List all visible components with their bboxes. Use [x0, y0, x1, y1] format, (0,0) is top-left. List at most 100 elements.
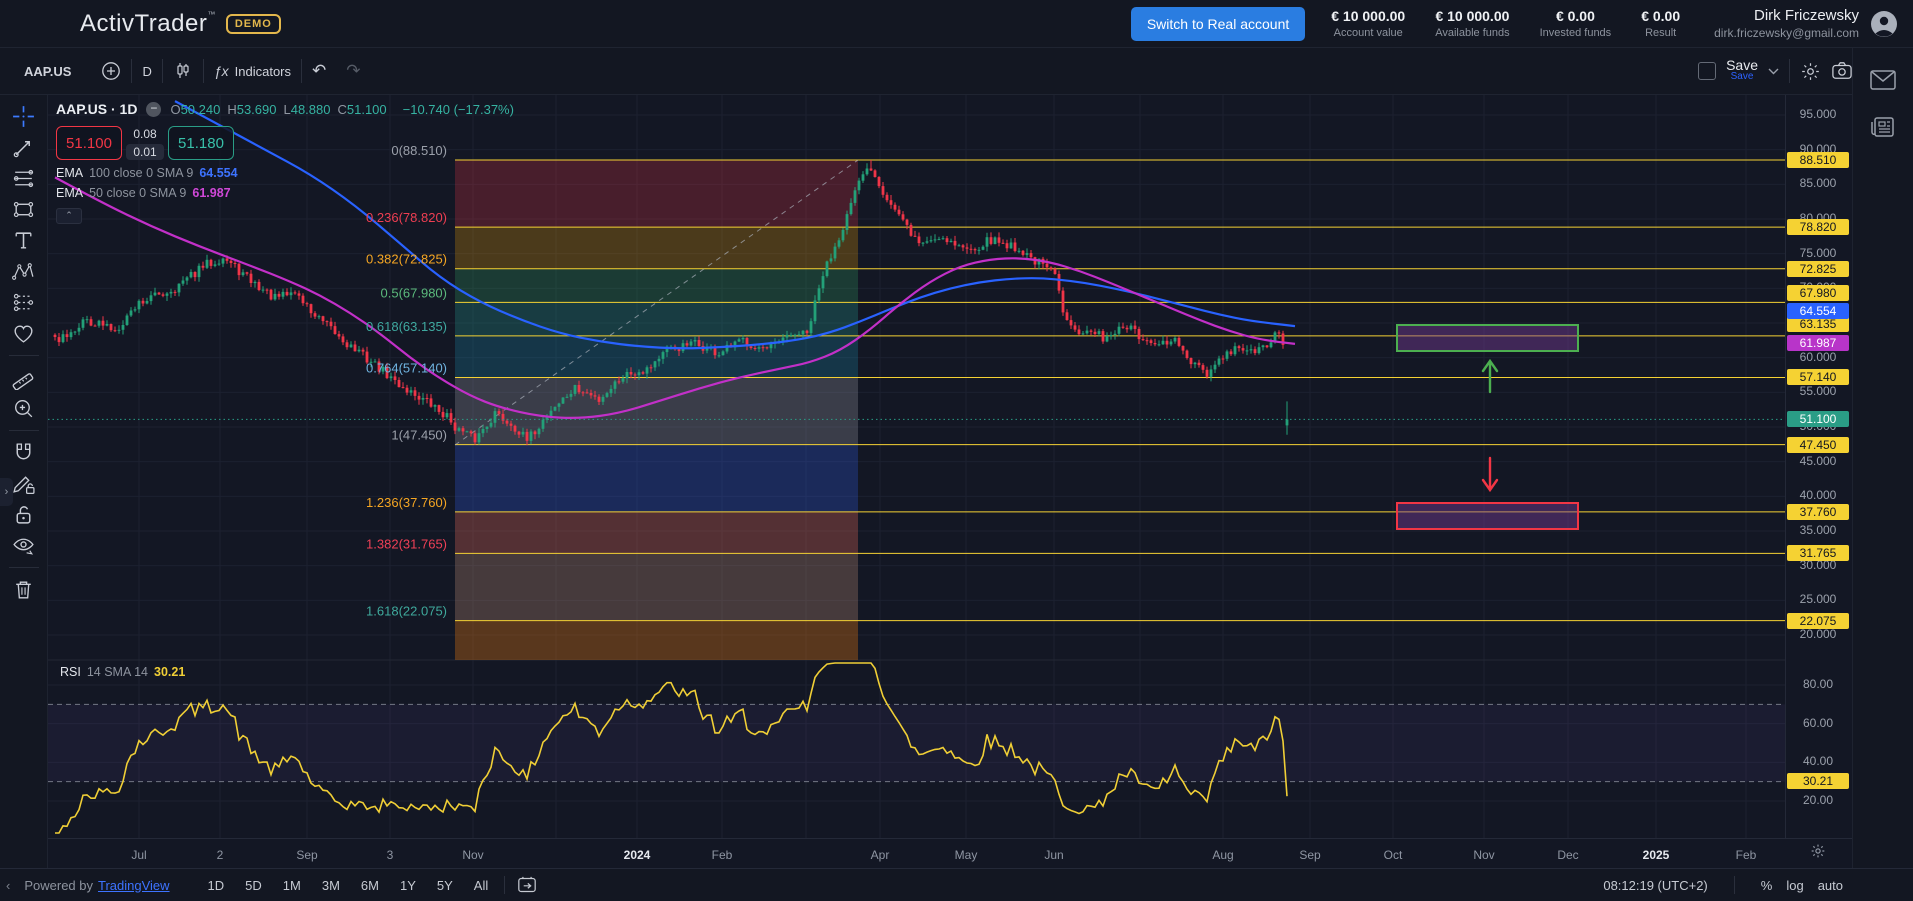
- time-axis-label: Dec: [1557, 848, 1579, 862]
- stat-label: Result: [1645, 27, 1677, 39]
- tool-crosshair[interactable]: [4, 101, 44, 132]
- tool-zoom-in[interactable]: [4, 393, 44, 424]
- tool-emoji[interactable]: [4, 318, 44, 349]
- tool-hide-drawings[interactable]: [4, 530, 44, 561]
- fib-level-label: 0.618(63.135): [366, 319, 447, 334]
- switch-to-real-button[interactable]: Switch to Real account: [1130, 6, 1306, 41]
- layout-checkbox[interactable]: [1698, 62, 1717, 80]
- undo-button[interactable]: ↶: [312, 61, 327, 80]
- trend-line-icon: [13, 141, 30, 158]
- tool-shapes[interactable]: [4, 194, 44, 225]
- tradingview-link[interactable]: TradingView: [98, 877, 170, 893]
- indicator-row[interactable]: EMA 50 close 0 SMA 9 61.987: [56, 186, 514, 200]
- range-button-5y[interactable]: 5Y: [436, 877, 453, 893]
- news-button[interactable]: [1871, 116, 1895, 138]
- tool-text[interactable]: [4, 225, 44, 256]
- fib-level-label: 0.236(78.820): [366, 210, 447, 225]
- bottom-collapse-button[interactable]: ‹: [6, 877, 11, 893]
- account-stat: € 10 000.00 Available funds: [1435, 8, 1509, 39]
- time-axis-label: Jun: [1044, 848, 1064, 862]
- tool-lock-all[interactable]: [4, 499, 44, 530]
- screenshot-button[interactable]: [1831, 61, 1853, 81]
- auto-scale-button[interactable]: auto: [1817, 877, 1843, 893]
- change-value: −10.740 (−17.37%): [402, 101, 514, 117]
- axis-settings-button[interactable]: [1810, 843, 1826, 859]
- fib-level-label: 1(47.450): [391, 428, 447, 443]
- log-scale-button[interactable]: log: [1786, 877, 1804, 893]
- toolbar-divider: [202, 59, 204, 83]
- ohlc-values: O50.240 H53.690 L48.880 C51.100: [170, 102, 393, 117]
- tool-forecast[interactable]: [4, 287, 44, 318]
- legend-collapse-button[interactable]: ⌃: [56, 208, 82, 224]
- indicators-button[interactable]: ƒx Indicators: [213, 63, 292, 79]
- tool-fib-retracement[interactable]: [4, 163, 44, 194]
- trash-icon: [16, 581, 31, 599]
- timeframe-selector[interactable]: D: [142, 63, 152, 79]
- save-layout-button[interactable]: Save Save: [1726, 57, 1758, 82]
- range-button-6m[interactable]: 6M: [360, 877, 379, 893]
- indicator-name: EMA: [56, 166, 84, 180]
- fib-price-badge: 72.825: [1787, 260, 1849, 277]
- sell-button[interactable]: 51.100: [56, 126, 122, 160]
- unlock-icon: [16, 506, 31, 524]
- rsi-legend: RSI 14 SMA 14 30.21: [60, 665, 185, 679]
- tool-drawing-mode[interactable]: [4, 468, 44, 499]
- time-axis-label: Apr: [870, 848, 890, 862]
- sidebar-separator: [8, 567, 39, 568]
- price-tick-label: 95.000: [1799, 107, 1837, 121]
- chart-settings-button[interactable]: [1800, 61, 1821, 82]
- redo-button[interactable]: ↷: [346, 61, 361, 80]
- pip-value: 0.01: [126, 143, 164, 160]
- tool-trend-line[interactable]: [4, 132, 44, 163]
- chart-canvas[interactable]: 0(88.510) 0.236(78.820) 0.382(72.825) 0.5(6…: [48, 95, 1785, 838]
- range-button-3m[interactable]: 3M: [321, 877, 340, 893]
- time-axis-label: 2024: [623, 848, 651, 862]
- range-button-all[interactable]: All: [473, 877, 489, 893]
- buy-button[interactable]: 51.180: [168, 126, 234, 160]
- grid-layer: [48, 95, 1785, 838]
- messages-button[interactable]: [1870, 70, 1896, 90]
- fib-retracement-layer: [454, 159, 1785, 660]
- tool-remove-drawings[interactable]: [4, 574, 44, 605]
- time-axis[interactable]: Jul 2 Sep 3 Nov 2024 Feb Apr May Jun Aug Sep Oct Nov D…: [48, 838, 1852, 868]
- go-to-date-button[interactable]: [517, 876, 537, 894]
- spread-value: 0.08: [133, 126, 157, 141]
- price-tick-label: 30.000: [1799, 557, 1837, 572]
- user-block[interactable]: Dirk Friczewsky dirk.friczewsky@gmail.co…: [1714, 7, 1859, 40]
- chart-style-selector[interactable]: [163, 61, 203, 81]
- price-axis[interactable]: 95.00090.00085.00080.00075.00070.00065.0…: [1785, 95, 1852, 838]
- range-button-5d[interactable]: 5D: [245, 877, 262, 893]
- sidebar-separator: [8, 430, 39, 431]
- indicator-params: 50 close 0 SMA 9: [89, 186, 187, 200]
- percent-scale-button[interactable]: %: [1760, 877, 1773, 893]
- tool-magnet[interactable]: [4, 437, 44, 468]
- legend-symbol-title[interactable]: AAP.US · 1D: [56, 101, 138, 117]
- fib-level-label: 0.764(57.140): [366, 360, 447, 375]
- stat-label: Account value: [1333, 27, 1403, 39]
- sidebar-expand-handle[interactable]: ›: [0, 478, 13, 506]
- account-stat: € 0.00 Result: [1641, 8, 1680, 39]
- add-symbol-button[interactable]: [91, 61, 131, 81]
- fib-price-badge: 47.450: [1787, 436, 1849, 453]
- stat-value: € 10 000.00: [1435, 8, 1510, 24]
- eye-hide-icon: [13, 538, 34, 555]
- tool-measure[interactable]: [4, 362, 44, 393]
- chevron-down-icon[interactable]: [1768, 68, 1779, 75]
- range-button-1d[interactable]: 1D: [207, 877, 225, 893]
- mail-icon: [1870, 70, 1896, 90]
- hide-series-icon[interactable]: −: [146, 101, 162, 117]
- time-axis-label: Oct: [1383, 848, 1403, 862]
- account-stats: € 10 000.00 Account value € 10 000.00 Avail…: [1331, 8, 1680, 39]
- ohlc-key: O: [170, 101, 181, 117]
- range-button-1m[interactable]: 1M: [282, 877, 301, 893]
- symbol-selector[interactable]: AAP.US: [24, 63, 72, 79]
- ohlc-value: 48.880: [290, 101, 331, 117]
- ema-price-badge: 64.554: [1787, 303, 1849, 319]
- toolbar-right: Save Save: [1698, 57, 1853, 83]
- avatar[interactable]: [1869, 9, 1899, 39]
- range-button-1y[interactable]: 1Y: [399, 877, 416, 893]
- tool-xabcd-pattern[interactable]: [4, 256, 44, 287]
- clock[interactable]: 08:12:19 (UTC+2): [1603, 877, 1708, 893]
- indicator-row[interactable]: EMA 100 close 0 SMA 9 64.554: [56, 166, 514, 180]
- rsi-value: 30.21: [154, 665, 186, 679]
